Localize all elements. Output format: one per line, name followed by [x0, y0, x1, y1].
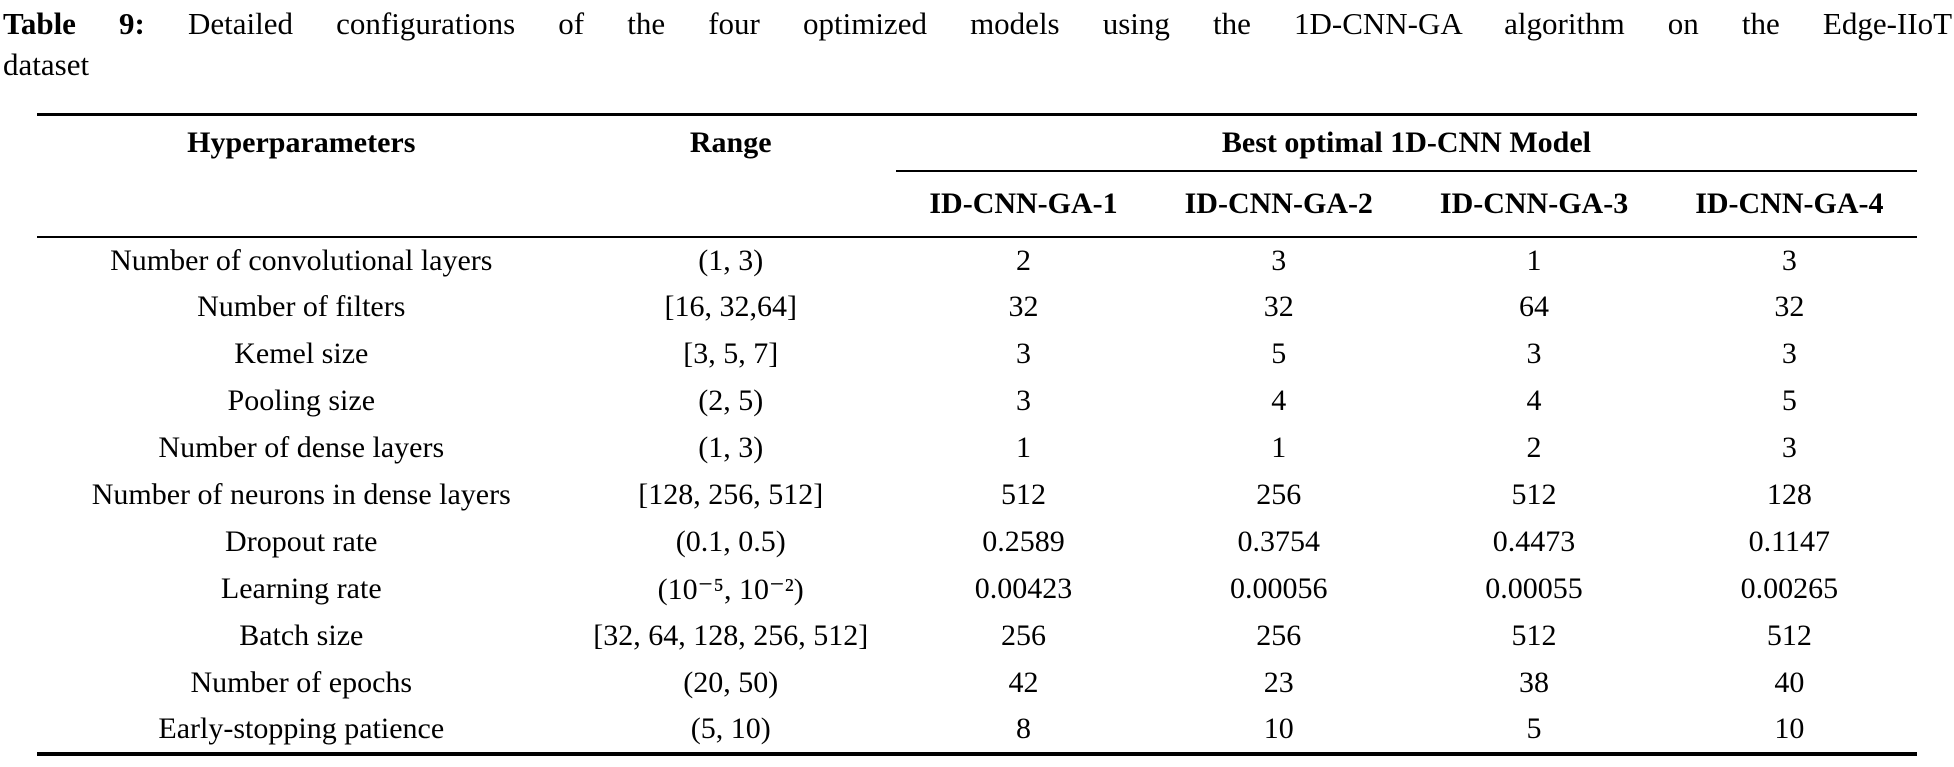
- col-header-model-2: ID-CNN-GA-2: [1151, 170, 1407, 238]
- cell-value: 0.00055: [1485, 572, 1583, 605]
- cell-param: Number of epochs: [190, 666, 413, 699]
- cell-value: 10: [1263, 712, 1294, 745]
- cell-value: 32: [1263, 290, 1294, 323]
- header-row-group: Hyperparameters Range Best optimal 1D-CN…: [37, 114, 1917, 172]
- col-header-group-best-optimal: Best optimal 1D-CNN Model: [895, 114, 1917, 172]
- cell-param: Number of convolutional layers: [110, 243, 493, 277]
- cell-value: 64: [1519, 290, 1550, 323]
- table-caption: Table 9: Detailed configurations of the …: [0, 0, 1954, 85]
- cell-param: Early-stopping patience: [158, 712, 445, 745]
- caption-label: Table 9:: [3, 6, 145, 41]
- cell-value: 3: [1781, 337, 1797, 370]
- cell-value: 1: [1526, 243, 1542, 277]
- table-row: Batch size [32, 64, 128, 256, 512] 256 2…: [37, 613, 1917, 660]
- header-spacer: [37, 170, 566, 238]
- cell-value: 512: [1511, 478, 1557, 511]
- cell-param: Number of filters: [197, 290, 406, 323]
- col-header-model-3: ID-CNN-GA-3: [1406, 170, 1662, 238]
- cell-value: 128: [1766, 478, 1812, 511]
- col-header-model-1: ID-CNN-GA-1: [895, 170, 1152, 238]
- col-header-model-4: ID-CNN-GA-4: [1661, 170, 1917, 238]
- table-row: Number of epochs (20, 50) 42 23 38 40: [37, 660, 1917, 707]
- cell-value: 4: [1271, 384, 1287, 417]
- cell-value: 4: [1526, 384, 1542, 417]
- cell-value: 256: [1256, 478, 1302, 511]
- cell-value: 0.00423: [974, 572, 1073, 605]
- cell-value: 2: [1526, 431, 1542, 464]
- table-row: Number of dense layers (1, 3) 1 1 2 3: [37, 425, 1917, 472]
- cell-value: 32: [1008, 290, 1039, 323]
- table-row: Kemel size [3, 5, 7] 3 5 3 3: [37, 331, 1917, 378]
- cell-value: 0.2589: [982, 525, 1065, 558]
- table-row: Dropout rate (0.1, 0.5) 0.2589 0.3754 0.…: [37, 519, 1917, 566]
- header-spacer: [565, 170, 896, 238]
- cell-value: 23: [1263, 666, 1294, 699]
- cell-value: 3: [1781, 431, 1797, 464]
- cell-range: [3, 5, 7]: [683, 337, 779, 370]
- cell-value: 42: [1008, 666, 1039, 699]
- cell-range: (0.1, 0.5): [675, 525, 786, 558]
- table-row: Learning rate (10⁻⁵, 10⁻²) 0.00423 0.000…: [37, 566, 1917, 613]
- cell-value: 512: [1001, 478, 1047, 511]
- table-row: Number of neurons in dense layers [128, …: [37, 472, 1917, 519]
- cell-value: 3: [1781, 243, 1797, 277]
- cell-value: 0.4473: [1492, 525, 1576, 558]
- cell-range: (1, 3): [698, 243, 764, 277]
- cell-value: 32: [1774, 290, 1805, 323]
- col-header-hyperparameters: Hyperparameters: [187, 126, 416, 160]
- table-row: Pooling size (2, 5) 3 4 4 5: [37, 378, 1917, 425]
- table-row: Number of convolutional layers (1, 3) 2 …: [37, 237, 1917, 284]
- cell-range: [128, 256, 512]: [638, 478, 824, 511]
- cell-param: Dropout rate: [225, 525, 378, 558]
- table-body: Number of convolutional layers (1, 3) 2 …: [37, 237, 1917, 754]
- cell-value: 3: [1016, 384, 1032, 417]
- cell-value: 1: [1271, 431, 1287, 464]
- cell-param: Learning rate: [220, 572, 382, 605]
- cell-value: 512: [1766, 619, 1812, 652]
- cell-range: (20, 50): [683, 666, 779, 699]
- cell-value: 0.1147: [1748, 525, 1831, 558]
- cell-value: 40: [1774, 666, 1805, 699]
- cell-param: Number of dense layers: [158, 431, 445, 464]
- cell-value: 5: [1526, 712, 1542, 745]
- cell-value: 0.3754: [1237, 525, 1321, 558]
- cell-value: 3: [1271, 243, 1287, 277]
- cell-range: (5, 10): [690, 712, 771, 745]
- table-row: Early-stopping patience (5, 10) 8 10 5 1…: [37, 707, 1917, 754]
- cell-value: 2: [1016, 243, 1032, 277]
- table-row: Number of filters [16, 32,64] 32 32 64 3…: [37, 284, 1917, 331]
- cell-value: 5: [1271, 337, 1287, 370]
- cell-range: [16, 32,64]: [664, 290, 797, 323]
- cell-value: 8: [1016, 712, 1032, 745]
- caption-text: Detailed configurations of the four opti…: [188, 6, 1953, 41]
- cell-value: 0.00265: [1740, 572, 1839, 605]
- cell-param: Batch size: [239, 619, 364, 652]
- table-header: Hyperparameters Range Best optimal 1D-CN…: [37, 114, 1917, 238]
- cell-range: (1, 3): [698, 431, 764, 464]
- cell-value: 10: [1774, 712, 1805, 745]
- cell-param: Number of neurons in dense layers: [91, 478, 511, 511]
- cell-value: 0.00056: [1230, 572, 1328, 605]
- cell-range: [32, 64, 128, 256, 512]: [593, 619, 869, 652]
- col-header-range: Range: [689, 126, 772, 160]
- cell-value: 256: [1256, 619, 1302, 652]
- cell-range: (2, 5): [698, 384, 764, 417]
- caption-line-2: dataset: [3, 47, 90, 82]
- cell-param: Kemel size: [234, 337, 369, 370]
- cell-value: 5: [1781, 384, 1797, 417]
- hyperparameters-table: Hyperparameters Range Best optimal 1D-CN…: [37, 113, 1917, 756]
- header-row-models: ID-CNN-GA-1 ID-CNN-GA-2 ID-CNN-GA-3 ID-C…: [37, 170, 1917, 238]
- cell-value: 3: [1016, 337, 1032, 370]
- cell-value: 38: [1519, 666, 1550, 699]
- cell-value: 512: [1511, 619, 1557, 652]
- caption-line-1: Table 9: Detailed configurations of the …: [3, 3, 1952, 44]
- cell-value: 3: [1526, 337, 1542, 370]
- cell-value: 1: [1016, 431, 1032, 464]
- cell-param: Pooling size: [227, 384, 376, 417]
- cell-value: 256: [1001, 619, 1047, 652]
- cell-range: (10⁻⁵, 10⁻²): [657, 572, 804, 606]
